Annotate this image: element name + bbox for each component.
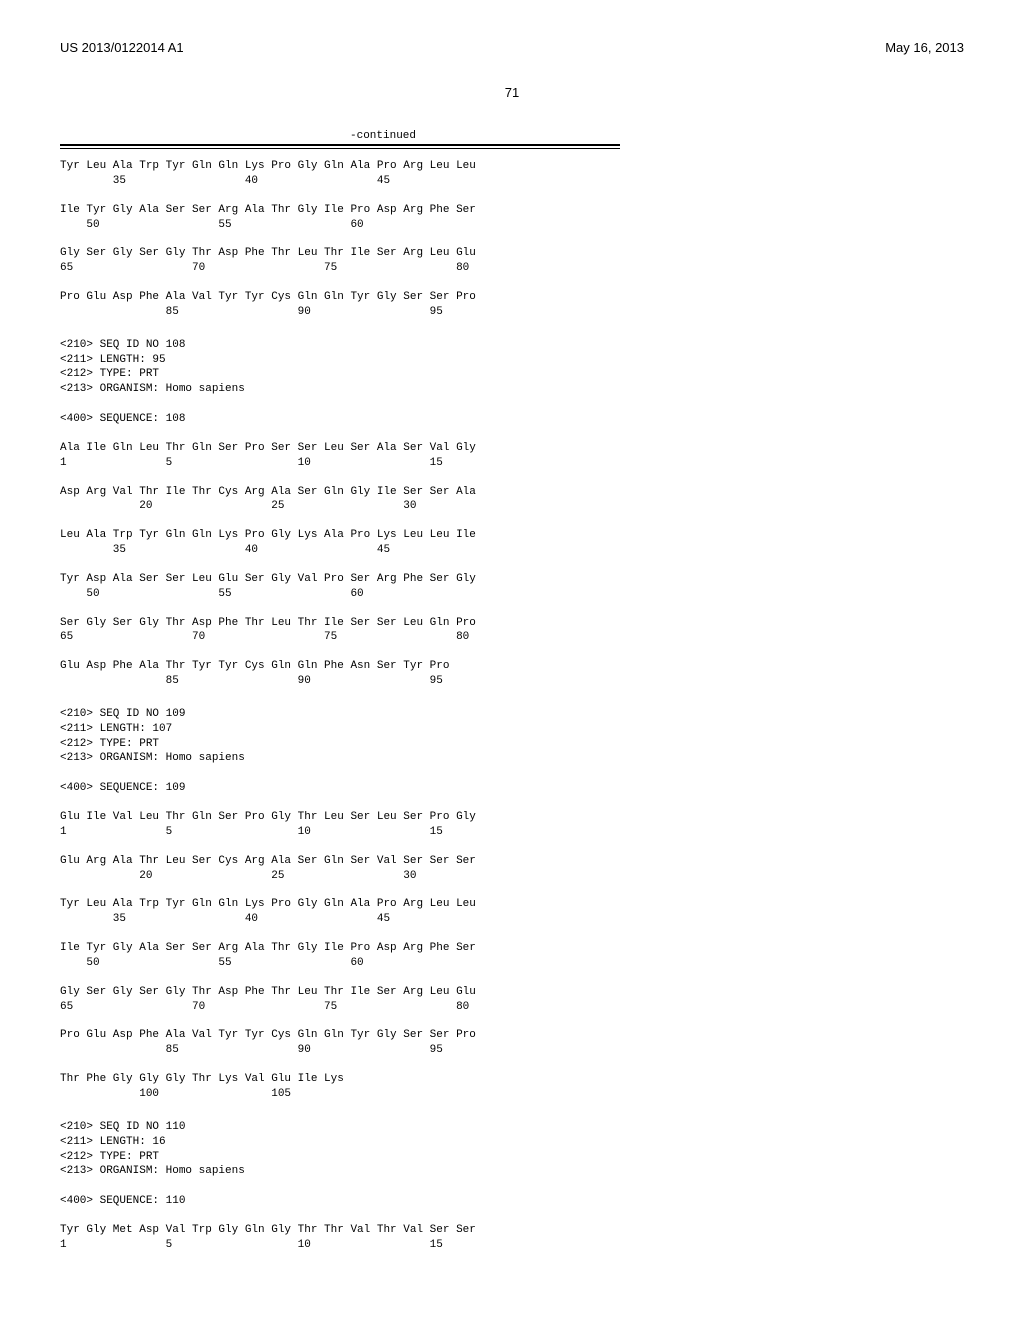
sequence-line: Glu Arg Ala Thr Leu Ser Cys Arg Ala Ser …	[60, 854, 964, 884]
sequence-line: Leu Ala Trp Tyr Gln Gln Lys Pro Gly Lys …	[60, 528, 964, 558]
continued-label: -continued	[350, 130, 964, 142]
sequence-line: Pro Glu Asp Phe Ala Val Tyr Tyr Cys Gln …	[60, 290, 964, 320]
sequence-line: Gly Ser Gly Ser Gly Thr Asp Phe Thr Leu …	[60, 246, 964, 276]
sequence-line: Tyr Gly Met Asp Val Trp Gly Gln Gly Thr …	[60, 1223, 964, 1253]
sequence-line: Ile Tyr Gly Ala Ser Ser Arg Ala Thr Gly …	[60, 941, 964, 971]
sequence-line: Thr Phe Gly Gly Gly Thr Lys Val Glu Ile …	[60, 1072, 964, 1102]
publication-date: May 16, 2013	[885, 40, 964, 55]
sequence-line: Tyr Leu Ala Trp Tyr Gln Gln Lys Pro Gly …	[60, 159, 964, 189]
sequence-line: Gly Ser Gly Ser Gly Thr Asp Phe Thr Leu …	[60, 985, 964, 1015]
divider-bottom	[60, 148, 620, 149]
sequence-line: Tyr Leu Ala Trp Tyr Gln Gln Lys Pro Gly …	[60, 897, 964, 927]
sequence-line: Ile Tyr Gly Ala Ser Ser Arg Ala Thr Gly …	[60, 203, 964, 233]
page-header: US 2013/0122014 A1 May 16, 2013	[60, 40, 964, 55]
page-number: 71	[60, 85, 964, 100]
divider-top	[60, 144, 620, 146]
sequence-meta-110: <210> SEQ ID NO 110 <211> LENGTH: 16 <21…	[60, 1120, 964, 1209]
sequence-line: Tyr Asp Ala Ser Ser Leu Glu Ser Gly Val …	[60, 572, 964, 602]
sequence-line: Asp Arg Val Thr Ile Thr Cys Arg Ala Ser …	[60, 485, 964, 515]
sequence-line: Glu Ile Val Leu Thr Gln Ser Pro Gly Thr …	[60, 810, 964, 840]
sequence-line: Glu Asp Phe Ala Thr Tyr Tyr Cys Gln Gln …	[60, 659, 964, 689]
sequence-meta-109: <210> SEQ ID NO 109 <211> LENGTH: 107 <2…	[60, 707, 964, 796]
sequence-line: Ala Ile Gln Leu Thr Gln Ser Pro Ser Ser …	[60, 441, 964, 471]
sequence-line: Pro Glu Asp Phe Ala Val Tyr Tyr Cys Gln …	[60, 1028, 964, 1058]
sequence-line: Ser Gly Ser Gly Thr Asp Phe Thr Leu Thr …	[60, 616, 964, 646]
publication-number: US 2013/0122014 A1	[60, 40, 184, 55]
sequence-meta-108: <210> SEQ ID NO 108 <211> LENGTH: 95 <21…	[60, 338, 964, 427]
